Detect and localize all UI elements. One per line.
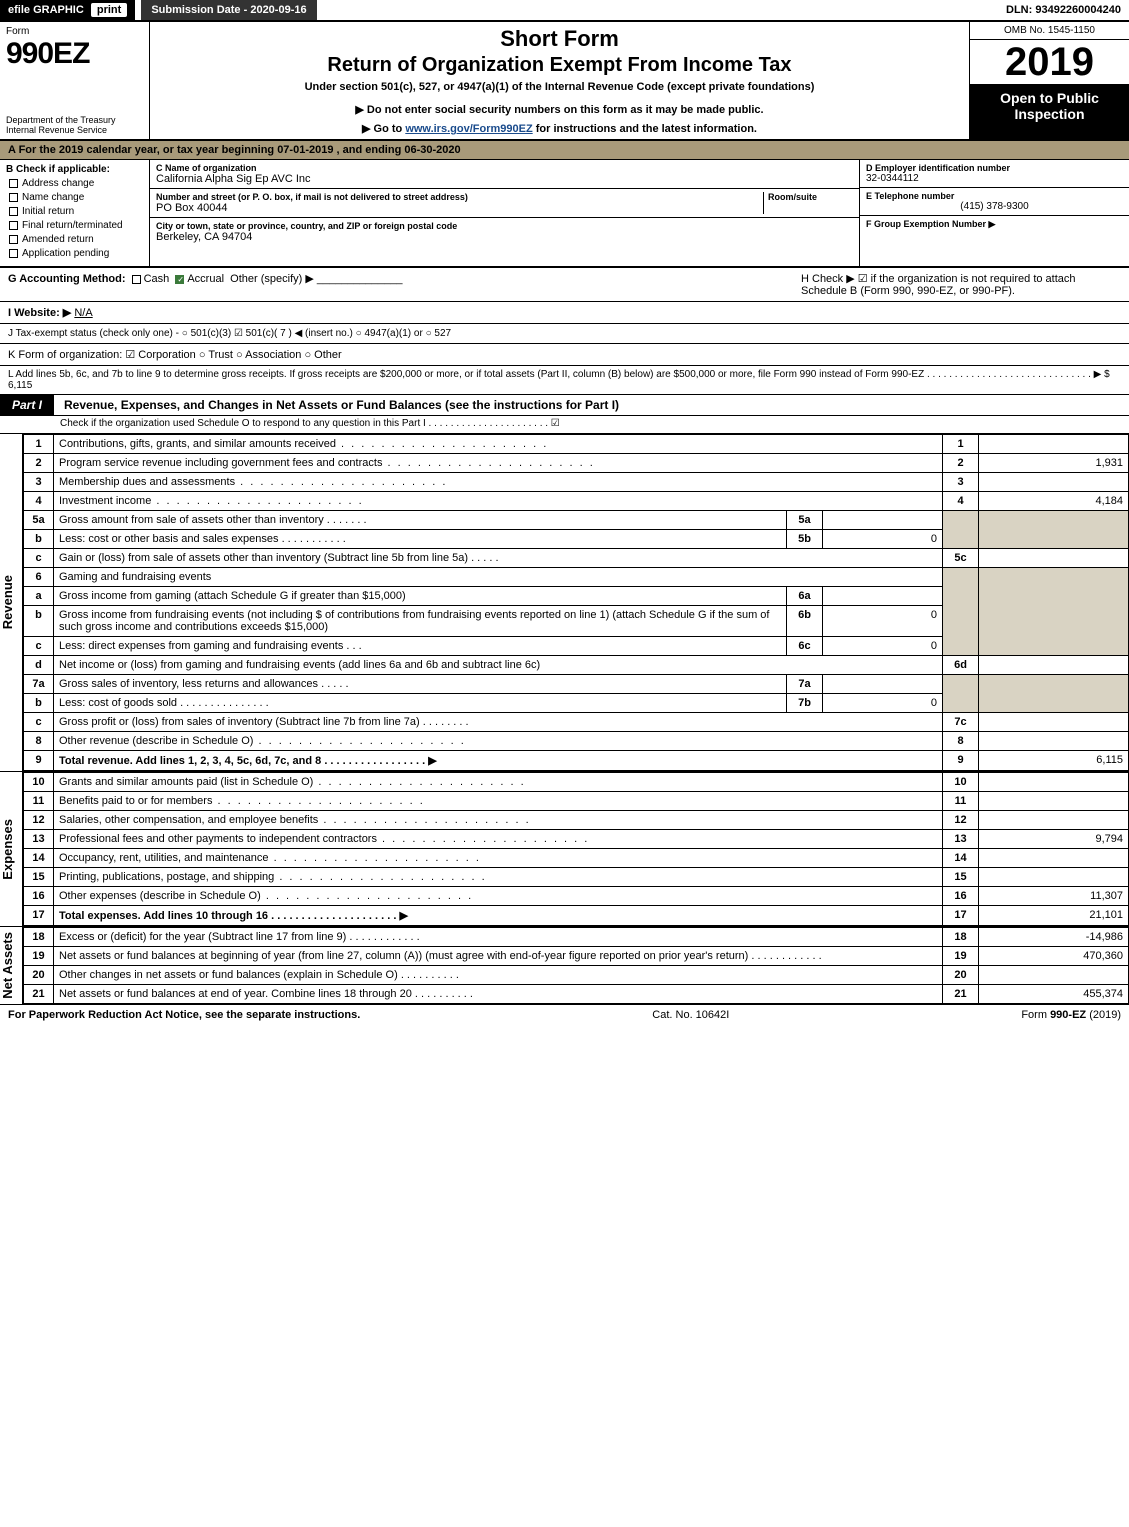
table-row: 19Net assets or fund balances at beginni…	[24, 947, 1129, 966]
expenses-section: Expenses 10Grants and similar amounts pa…	[0, 772, 1129, 927]
section-def: D Employer identification number 32-0344…	[859, 160, 1129, 266]
page-footer: For Paperwork Reduction Act Notice, see …	[0, 1005, 1129, 1025]
submission-date-badge: Submission Date - 2020-09-16	[141, 0, 316, 20]
table-row: 6Gaming and fundraising events	[24, 568, 1129, 587]
form-word: Form	[6, 26, 143, 37]
expenses-table: 10Grants and similar amounts paid (list …	[23, 772, 1129, 926]
section-j: J Tax-exempt status (check only one) - ○…	[0, 324, 1129, 344]
room-label: Room/suite	[768, 192, 853, 202]
table-row: 9Total revenue. Add lines 1, 2, 3, 4, 5c…	[24, 751, 1129, 771]
section-i: I Website: ▶ N/A	[0, 302, 1129, 324]
phone-value: (415) 378-9300	[866, 201, 1123, 212]
section-d: D Employer identification number 32-0344…	[860, 160, 1129, 188]
section-b: B Check if applicable: Address change Na…	[0, 160, 150, 266]
form-ref: Form 990-EZ (2019)	[1021, 1009, 1121, 1021]
header-right: OMB No. 1545-1150 2019 Open to Public In…	[969, 22, 1129, 139]
section-g: G Accounting Method: Cash Accrual Other …	[8, 272, 781, 297]
tax-year-bar: A For the 2019 calendar year, or tax yea…	[0, 141, 1129, 160]
section-f: F Group Exemption Number ▶	[860, 216, 1129, 233]
efile-label: efile GRAPHIC	[8, 4, 84, 16]
irs-label: Internal Revenue Service	[6, 125, 143, 135]
table-row: 11Benefits paid to or for members11	[24, 792, 1129, 811]
omb-number: OMB No. 1545-1150	[970, 22, 1129, 40]
section-gh: G Accounting Method: Cash Accrual Other …	[0, 268, 1129, 302]
table-row: 20Other changes in net assets or fund ba…	[24, 966, 1129, 985]
table-row: 14Occupancy, rent, utilities, and mainte…	[24, 849, 1129, 868]
tax-year: 2019	[970, 40, 1129, 84]
street-label: Number and street (or P. O. box, if mail…	[156, 192, 763, 202]
checkbox-initial-return[interactable]: Initial return	[6, 206, 143, 217]
table-row: 15Printing, publications, postage, and s…	[24, 868, 1129, 887]
form-header: Form 990EZ Department of the Treasury In…	[0, 22, 1129, 141]
table-row: cGain or (loss) from sale of assets othe…	[24, 549, 1129, 568]
net-assets-section: Net Assets 18Excess or (deficit) for the…	[0, 927, 1129, 1005]
section-c: C Name of organization California Alpha …	[150, 160, 859, 266]
revenue-side-label: Revenue	[0, 434, 23, 771]
ein-value: 32-0344112	[866, 173, 1123, 184]
info-block: B Check if applicable: Address change Na…	[0, 160, 1129, 268]
checkbox-amended-return[interactable]: Amended return	[6, 234, 143, 245]
checkbox-final-return[interactable]: Final return/terminated	[6, 220, 143, 231]
table-row: 21Net assets or fund balances at end of …	[24, 985, 1129, 1004]
checkbox-accrual[interactable]	[175, 275, 184, 284]
netassets-side-label: Net Assets	[0, 927, 23, 1004]
print-button[interactable]: print	[91, 3, 127, 17]
table-row: 7aGross sales of inventory, less returns…	[24, 675, 1129, 694]
table-row: 5aGross amount from sale of assets other…	[24, 511, 1129, 530]
revenue-section: Revenue 1Contributions, gifts, grants, a…	[0, 434, 1129, 772]
goto-line: ▶ Go to www.irs.gov/Form990EZ for instru…	[158, 122, 961, 135]
table-row: 12Salaries, other compensation, and empl…	[24, 811, 1129, 830]
checkbox-address-change[interactable]: Address change	[6, 178, 143, 189]
section-k: K Form of organization: ☑ Corporation ○ …	[0, 344, 1129, 366]
table-row: 13Professional fees and other payments t…	[24, 830, 1129, 849]
table-row: 3Membership dues and assessments3	[24, 473, 1129, 492]
table-row: 16Other expenses (describe in Schedule O…	[24, 887, 1129, 906]
table-row: 8Other revenue (describe in Schedule O)8	[24, 732, 1129, 751]
open-to-public: Open to Public Inspection	[970, 84, 1129, 139]
under-section: Under section 501(c), 527, or 4947(a)(1)…	[158, 81, 961, 93]
table-row: dNet income or (loss) from gaming and fu…	[24, 656, 1129, 675]
dept-treasury: Department of the Treasury	[6, 115, 143, 125]
dln-label: DLN: 93492260004240	[998, 0, 1129, 20]
table-row: 1Contributions, gifts, grants, and simil…	[24, 435, 1129, 454]
part1-subtitle: Check if the organization used Schedule …	[0, 416, 1129, 434]
checkbox-application-pending[interactable]: Application pending	[6, 248, 143, 259]
part1-header: Part I Revenue, Expenses, and Changes in…	[0, 395, 1129, 416]
short-form-title: Short Form	[158, 26, 961, 52]
table-row: 18Excess or (deficit) for the year (Subt…	[24, 928, 1129, 947]
section-b-title: B Check if applicable:	[6, 164, 143, 175]
checkbox-name-change[interactable]: Name change	[6, 192, 143, 203]
table-row: cGross profit or (loss) from sales of in…	[24, 713, 1129, 732]
part1-title: Revenue, Expenses, and Changes in Net As…	[54, 398, 1129, 412]
header-center: Short Form Return of Organization Exempt…	[150, 22, 969, 139]
website-value: N/A	[74, 307, 92, 319]
efile-badge: efile GRAPHIC print	[0, 0, 135, 20]
cat-no: Cat. No. 10642I	[652, 1009, 729, 1021]
header-left: Form 990EZ Department of the Treasury In…	[0, 22, 150, 139]
return-title: Return of Organization Exempt From Incom…	[158, 54, 961, 77]
table-row: 17Total expenses. Add lines 10 through 1…	[24, 906, 1129, 926]
paperwork-notice: For Paperwork Reduction Act Notice, see …	[8, 1009, 360, 1021]
table-row: 10Grants and similar amounts paid (list …	[24, 773, 1129, 792]
top-bar: efile GRAPHIC print Submission Date - 20…	[0, 0, 1129, 22]
expenses-side-label: Expenses	[0, 772, 23, 926]
city-label: City or town, state or province, country…	[156, 221, 853, 231]
table-row: 4Investment income44,184	[24, 492, 1129, 511]
city-value: Berkeley, CA 94704	[156, 231, 853, 243]
section-h: H Check ▶ ☑ if the organization is not r…	[801, 272, 1121, 297]
irs-link[interactable]: www.irs.gov/Form990EZ	[405, 123, 532, 135]
section-l: L Add lines 5b, 6c, and 7b to line 9 to …	[0, 366, 1129, 395]
ssn-warning: ▶ Do not enter social security numbers o…	[158, 103, 961, 116]
table-row: 2Program service revenue including gover…	[24, 454, 1129, 473]
revenue-table: 1Contributions, gifts, grants, and simil…	[23, 434, 1129, 771]
part1-badge: Part I	[0, 395, 54, 415]
org-name: California Alpha Sig Ep AVC Inc	[156, 173, 853, 185]
form-number: 990EZ	[6, 37, 143, 71]
street-value: PO Box 40044	[156, 202, 763, 214]
org-name-label: C Name of organization	[156, 163, 853, 173]
checkbox-cash[interactable]	[132, 275, 141, 284]
section-e: E Telephone number (415) 378-9300	[860, 188, 1129, 216]
netassets-table: 18Excess or (deficit) for the year (Subt…	[23, 927, 1129, 1004]
